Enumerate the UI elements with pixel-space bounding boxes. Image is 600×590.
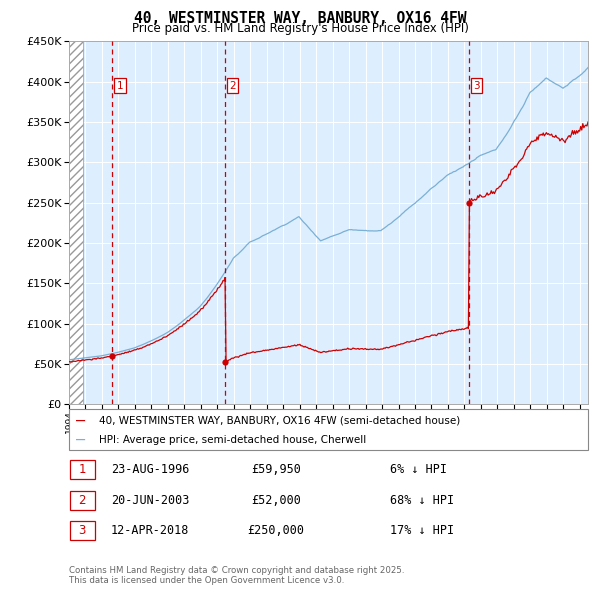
Text: 40, WESTMINSTER WAY, BANBURY, OX16 4FW: 40, WESTMINSTER WAY, BANBURY, OX16 4FW (134, 11, 466, 25)
Text: 6% ↓ HPI: 6% ↓ HPI (390, 463, 447, 476)
Text: HPI: Average price, semi-detached house, Cherwell: HPI: Average price, semi-detached house,… (99, 435, 366, 444)
Text: 17% ↓ HPI: 17% ↓ HPI (390, 525, 454, 537)
Text: £52,000: £52,000 (251, 494, 301, 507)
Text: 12-APR-2018: 12-APR-2018 (111, 525, 190, 537)
Text: 20-JUN-2003: 20-JUN-2003 (111, 494, 190, 507)
Text: —: — (76, 413, 85, 428)
Bar (69, 41, 83, 404)
Text: Price paid vs. HM Land Registry's House Price Index (HPI): Price paid vs. HM Land Registry's House … (131, 22, 469, 35)
Text: 1: 1 (79, 463, 86, 476)
Text: 23-AUG-1996: 23-AUG-1996 (111, 463, 190, 476)
Text: 2: 2 (229, 81, 236, 91)
Text: 3: 3 (79, 525, 86, 537)
Text: 40, WESTMINSTER WAY, BANBURY, OX16 4FW (semi-detached house): 40, WESTMINSTER WAY, BANBURY, OX16 4FW (… (99, 415, 460, 425)
Text: —: — (76, 432, 85, 447)
Text: Contains HM Land Registry data © Crown copyright and database right 2025.
This d: Contains HM Land Registry data © Crown c… (69, 566, 404, 585)
Text: £250,000: £250,000 (248, 525, 305, 537)
Text: £59,950: £59,950 (251, 463, 301, 476)
Text: 3: 3 (473, 81, 480, 91)
Text: 1: 1 (116, 81, 123, 91)
Text: 68% ↓ HPI: 68% ↓ HPI (390, 494, 454, 507)
Text: 2: 2 (79, 494, 86, 507)
